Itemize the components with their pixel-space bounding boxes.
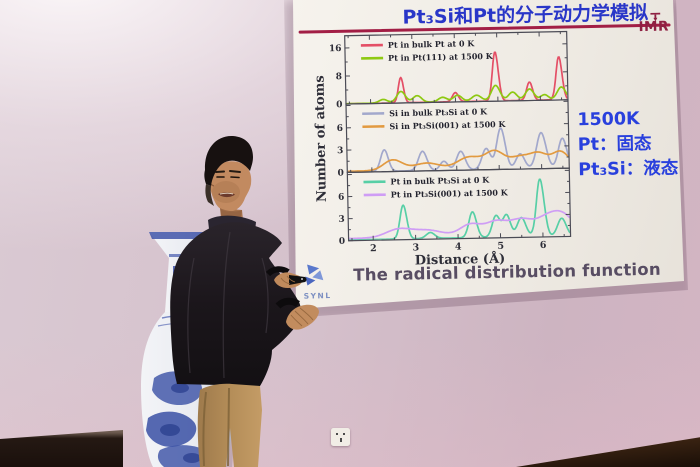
presenter <box>170 135 319 467</box>
slide: Pt₃Si和Pt的分子动力学模拟 IMR 0 8 16 Pt in bulk Pt a… <box>293 0 684 309</box>
sleeve-cuff-2 <box>275 297 300 309</box>
annotation-line-2: Pt：固态 <box>577 133 652 156</box>
svg-text:6: 6 <box>540 240 547 251</box>
synl-logo: SYNL <box>303 264 348 301</box>
jacket-folds <box>187 231 269 379</box>
svg-text:Distance (Å): Distance (Å) <box>415 251 506 269</box>
svg-text:2: 2 <box>370 243 377 254</box>
svg-text:0: 0 <box>336 100 342 110</box>
annotation-block: 1500K Pt：固态 Pt₃Si：液态 <box>577 106 678 183</box>
svg-text:Si in bulk Pt₃Si at 0 K: Si in bulk Pt₃Si at 0 K <box>389 106 488 118</box>
annotation-line-1: 1500K <box>577 109 640 131</box>
projection-screen: Pt₃Si和Pt的分子动力学模拟 IMR 0 8 16 Pt in bulk Pt a… <box>293 0 684 309</box>
svg-text:3: 3 <box>337 146 343 156</box>
svg-text:Si in Pt₃Si(001) at 1500 K: Si in Pt₃Si(001) at 1500 K <box>389 119 506 131</box>
svg-text:16: 16 <box>329 44 342 54</box>
svg-text:6: 6 <box>337 124 343 134</box>
slide-caption: The radical distribution function <box>353 259 661 285</box>
rdf-chart: 0 8 16 Pt in bulk Pt at 0 KPt in Pt(111) at… <box>312 30 572 269</box>
pants-creases <box>202 387 230 467</box>
svg-text:Number of atoms: Number of atoms <box>312 75 329 202</box>
svg-text:5: 5 <box>497 241 504 252</box>
outlet-hole <box>343 433 345 435</box>
temple-fade <box>205 184 214 206</box>
svg-text:Pt in bulk Pt₃Si at 0 K: Pt in bulk Pt₃Si at 0 K <box>390 175 490 187</box>
svg-text:3: 3 <box>338 215 344 225</box>
teeth <box>219 192 234 195</box>
eyes <box>216 176 240 179</box>
svg-text:Pt in Pt₃Si(001) at 1500 K: Pt in Pt₃Si(001) at 1500 K <box>391 187 509 199</box>
finger-lines <box>280 275 296 285</box>
imr-mark-icon <box>650 12 661 22</box>
outlet-hole <box>336 433 338 435</box>
svg-text:Pt in bulk Pt at 0 K: Pt in bulk Pt at 0 K <box>388 38 476 50</box>
clicker-light <box>301 278 303 280</box>
pants <box>197 383 262 467</box>
svg-text:4: 4 <box>455 242 462 253</box>
annotation-line-3: Pt₃Si：液态 <box>578 158 679 181</box>
face <box>207 161 252 212</box>
svg-text:3: 3 <box>412 242 419 253</box>
jacket <box>170 222 301 386</box>
imr-logo: IMR <box>638 12 669 35</box>
svg-text:6: 6 <box>338 193 344 203</box>
open-hand <box>286 304 319 330</box>
sleeve-cuff <box>265 266 290 277</box>
outlet-hole <box>339 438 342 442</box>
svg-text:0: 0 <box>337 168 343 178</box>
finger-lines-2 <box>290 307 314 327</box>
svg-text:Pt in Pt(111) at 1500 K: Pt in Pt(111) at 1500 K <box>388 51 494 63</box>
eyebrows <box>215 170 241 173</box>
svg-text:8: 8 <box>336 72 342 82</box>
presenter-clicker <box>289 275 307 285</box>
svg-text:0: 0 <box>339 237 345 247</box>
power-outlet <box>331 428 350 446</box>
hair <box>204 135 253 186</box>
synl-mark-icon <box>305 264 324 286</box>
cheek-shading <box>212 181 240 203</box>
